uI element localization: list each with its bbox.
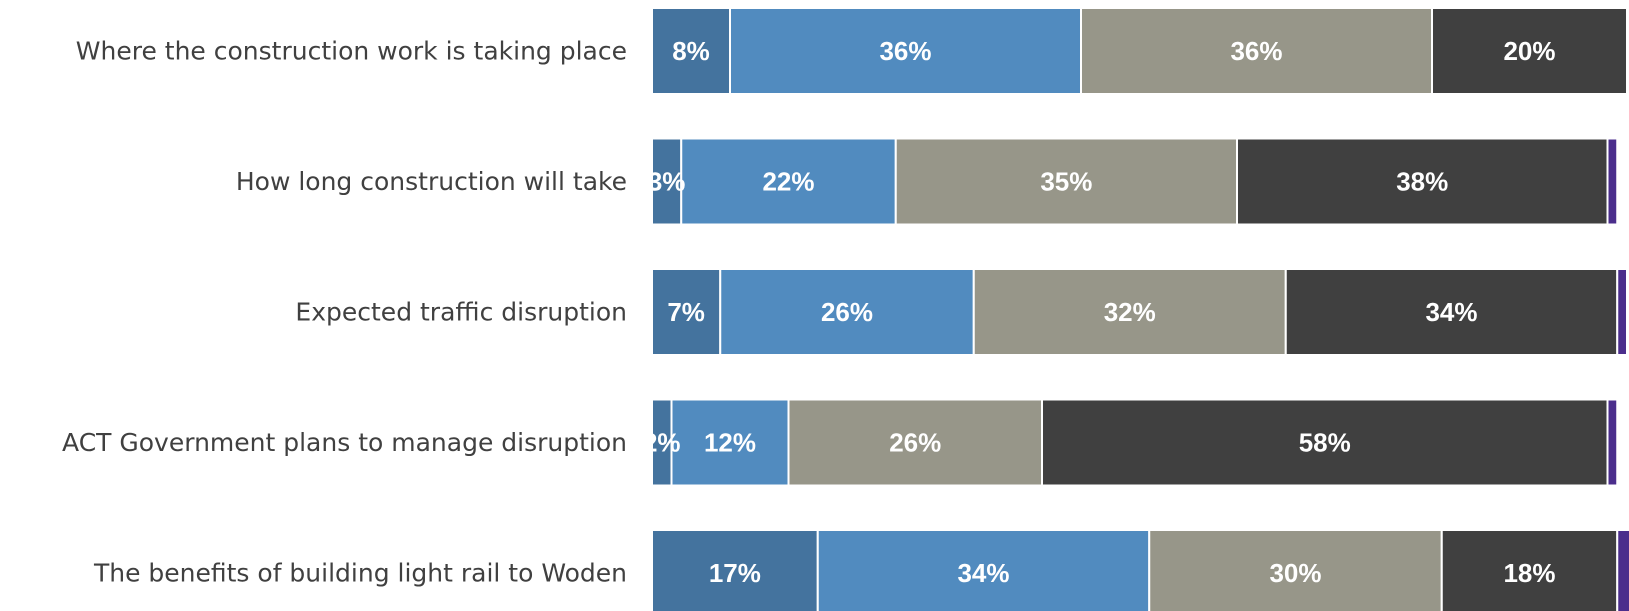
- data-label: 30%: [1269, 558, 1321, 588]
- bar-segment: [1606, 398, 1619, 487]
- bar-segment: [1080, 7, 1433, 95]
- data-label: 36%: [879, 36, 931, 66]
- category-label: Expected traffic disruption: [295, 298, 627, 327]
- bar-segment: [787, 398, 1043, 487]
- bar-segment: [972, 268, 1287, 356]
- data-label: 17%: [709, 558, 761, 588]
- bars: [651, 7, 1629, 611]
- bar-segment: [1616, 268, 1628, 356]
- bar-segment: [651, 137, 683, 226]
- bar-segment: [1041, 398, 1609, 487]
- data-label: 34%: [1425, 297, 1477, 327]
- category-label: ACT Government plans to manage disruptio…: [62, 428, 627, 457]
- data-labels: 8% 36% 36% 20% 3% 22% 35% 38% 7% 26% 32% 34% 2% 12% 26…: [643, 36, 1556, 588]
- data-label: 34%: [957, 558, 1009, 588]
- bar-segment: [670, 398, 790, 487]
- data-label: 26%: [889, 428, 941, 458]
- bar-segment: [1236, 137, 1609, 226]
- data-label: 38%: [1396, 167, 1448, 197]
- category-label: Where the construction work is taking pl…: [76, 37, 627, 66]
- bar-segment: [1616, 529, 1629, 611]
- bar-segment: [680, 137, 897, 226]
- data-label: 12%: [704, 428, 756, 458]
- data-label: 32%: [1104, 297, 1156, 327]
- data-label: 7%: [667, 297, 705, 327]
- data-label: 8%: [672, 36, 710, 66]
- bar-segment: [1284, 268, 1619, 356]
- bar-segment: [729, 7, 1082, 95]
- bar-segment: [1148, 529, 1443, 611]
- bar-segment: [816, 529, 1151, 611]
- bar-segment: [651, 7, 731, 95]
- data-label: 26%: [821, 297, 873, 327]
- category-label: How long construction will take: [236, 167, 627, 196]
- data-label: 58%: [1299, 428, 1351, 458]
- bar-segment: [894, 137, 1238, 226]
- data-label: 3%: [648, 167, 686, 197]
- bar-segment: [1606, 137, 1619, 226]
- data-label: 20%: [1503, 36, 1555, 66]
- data-label: 18%: [1503, 558, 1555, 588]
- category-labels: Where the construction work is taking pl…: [62, 37, 627, 588]
- data-label: 35%: [1040, 167, 1092, 197]
- bar-segment: [651, 529, 819, 611]
- data-label: 36%: [1230, 36, 1282, 66]
- bar-segment: [719, 268, 975, 356]
- data-label: 22%: [762, 167, 814, 197]
- bar-segment: [651, 268, 722, 356]
- bar-segment: [1440, 529, 1619, 611]
- bar-segment: [1431, 7, 1628, 95]
- category-label: The benefits of building light rail to W…: [93, 559, 627, 588]
- data-label: 2%: [643, 428, 681, 458]
